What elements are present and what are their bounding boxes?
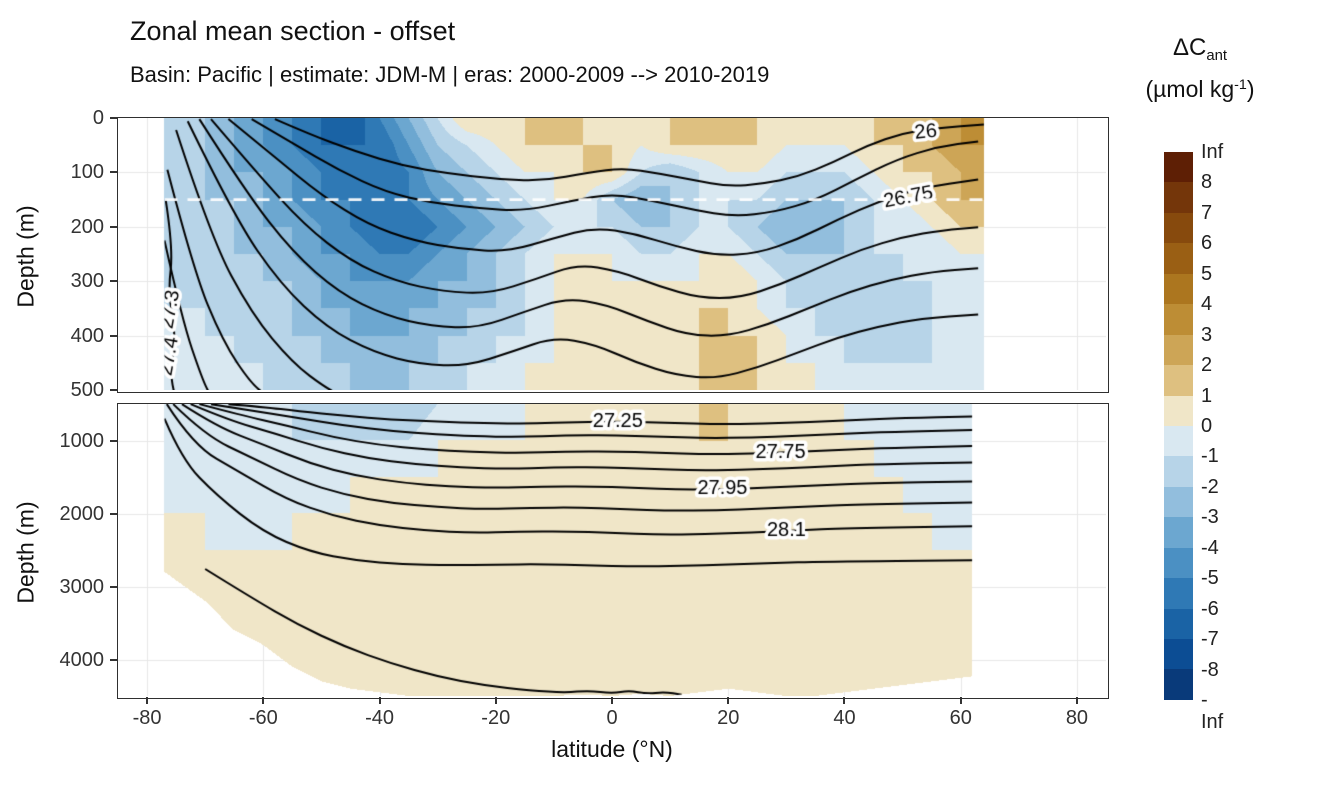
colorbar-segment [1164,182,1193,213]
x-tick-mark [494,697,497,704]
y-tick-label-upper: 0 [92,107,104,129]
upper-panel-canvas [118,118,1106,390]
y-tick-mark-upper [110,389,117,391]
y-axis-title-lower: Depth (m) [12,501,39,604]
y-tick-label-lower: 4000 [59,648,105,671]
colorbar-segment [1164,212,1193,244]
colorbar-tick-label: 4 [1201,293,1213,316]
y-tick-label-lower: 2000 [59,502,105,525]
colorbar-segment [1164,304,1193,335]
x-tick-label: -40 [365,707,394,729]
x-tick-mark [378,697,381,704]
colorbar-segment [1164,486,1193,518]
y-tick-label-lower: 3000 [59,575,105,598]
colorbar-segment [1164,395,1193,426]
colorbar-tick-label: -6 [1201,597,1219,620]
y-tick-mark-upper [110,280,117,283]
colorbar-tick-label: -2 [1201,475,1219,498]
x-axis-title: latitude (°N) [551,736,673,762]
x-tick-label: 60 [949,707,972,729]
colorbar-tick-label: -3 [1201,506,1219,529]
y-tick-mark-lower [110,439,117,442]
x-tick-mark [1075,697,1078,704]
colorbar-tick-label: 2 [1201,354,1213,377]
x-tick-mark [843,697,846,704]
x-tick-label: 0 [606,707,618,729]
colorbar-tick-label: -Inf [1201,689,1224,733]
colorbar-tick-label: Inf [1201,141,1224,163]
colorbar-segment [1164,152,1193,183]
y-tick-label-upper: 500 [70,379,104,401]
colorbar-tick-label: 3 [1201,323,1213,346]
legend-unit: (µmol kg-1) [1110,76,1290,103]
colorbar-tick-label: 8 [1201,171,1213,194]
colorbar-tick-label: 5 [1201,262,1213,285]
colorbar [1164,152,1193,700]
colorbar-segment [1164,669,1193,700]
y-tick-mark-lower [110,585,117,588]
legend-title: ΔCant [1120,34,1280,64]
x-tick-label: 80 [1065,707,1089,729]
colorbar-tick-label: 1 [1201,384,1213,407]
y-tick-label-upper: 400 [70,324,104,347]
y-tick-label-upper: 200 [70,215,104,238]
colorbar-segment [1164,334,1193,366]
colorbar-segment [1164,608,1193,639]
colorbar-tick-label: 0 [1201,415,1213,437]
colorbar-segment [1164,456,1193,487]
legend-title-sub: ant [1206,48,1228,65]
colorbar-segment [1164,517,1193,548]
colorbar-tick-label: 6 [1201,232,1213,255]
y-tick-mark-lower [110,512,117,515]
colorbar-segment [1164,578,1193,609]
x-tick-mark [959,697,962,704]
colorbar-segment [1164,273,1193,305]
x-tick-label: -60 [248,707,278,729]
x-tick-mark [146,697,149,704]
y-tick-mark-upper [110,225,117,228]
chart-subtitle: Basin: Pacific | estimate: JDM-M | eras:… [130,62,770,87]
colorbar-tick-label: -5 [1201,567,1219,590]
colorbar-segment [1164,425,1193,457]
lower-panel [117,403,1109,699]
y-tick-label-upper: 300 [70,270,104,293]
y-axis-title-upper: Depth (m) [12,205,39,308]
legend-title-main: ΔC [1172,34,1207,61]
colorbar-tick-label: -1 [1201,445,1219,468]
x-tick-label: -80 [132,707,162,729]
x-tick-mark [611,697,613,704]
colorbar-segment [1164,365,1193,396]
y-tick-mark-upper [110,334,117,337]
x-tick-mark [727,697,730,704]
y-tick-mark-upper [110,117,117,119]
colorbar-tick-label: -7 [1201,628,1219,651]
x-tick-label: 20 [717,707,740,729]
upper-panel [117,117,1109,393]
chart-title: Zonal mean section - offset [130,16,456,46]
y-tick-mark-lower [110,658,117,661]
x-tick-label: 40 [833,707,856,729]
y-tick-label-lower: 1000 [59,429,105,452]
lower-panel-canvas [118,404,1106,696]
legend-unit-sup: -1 [1234,77,1247,94]
x-tick-label: -20 [481,707,511,729]
legend-unit-post: ) [1246,76,1255,102]
y-tick-label-upper: 100 [70,161,104,184]
colorbar-segment [1164,547,1193,579]
y-tick-mark-upper [110,171,117,174]
colorbar-tick-label: 7 [1201,201,1213,224]
colorbar-tick-label: -8 [1201,658,1219,681]
x-tick-mark [262,697,265,704]
legend-unit-pre: (µmol kg [1145,76,1235,102]
colorbar-tick-label: -4 [1201,536,1219,559]
colorbar-segment [1164,639,1193,670]
colorbar-segment [1164,243,1193,274]
